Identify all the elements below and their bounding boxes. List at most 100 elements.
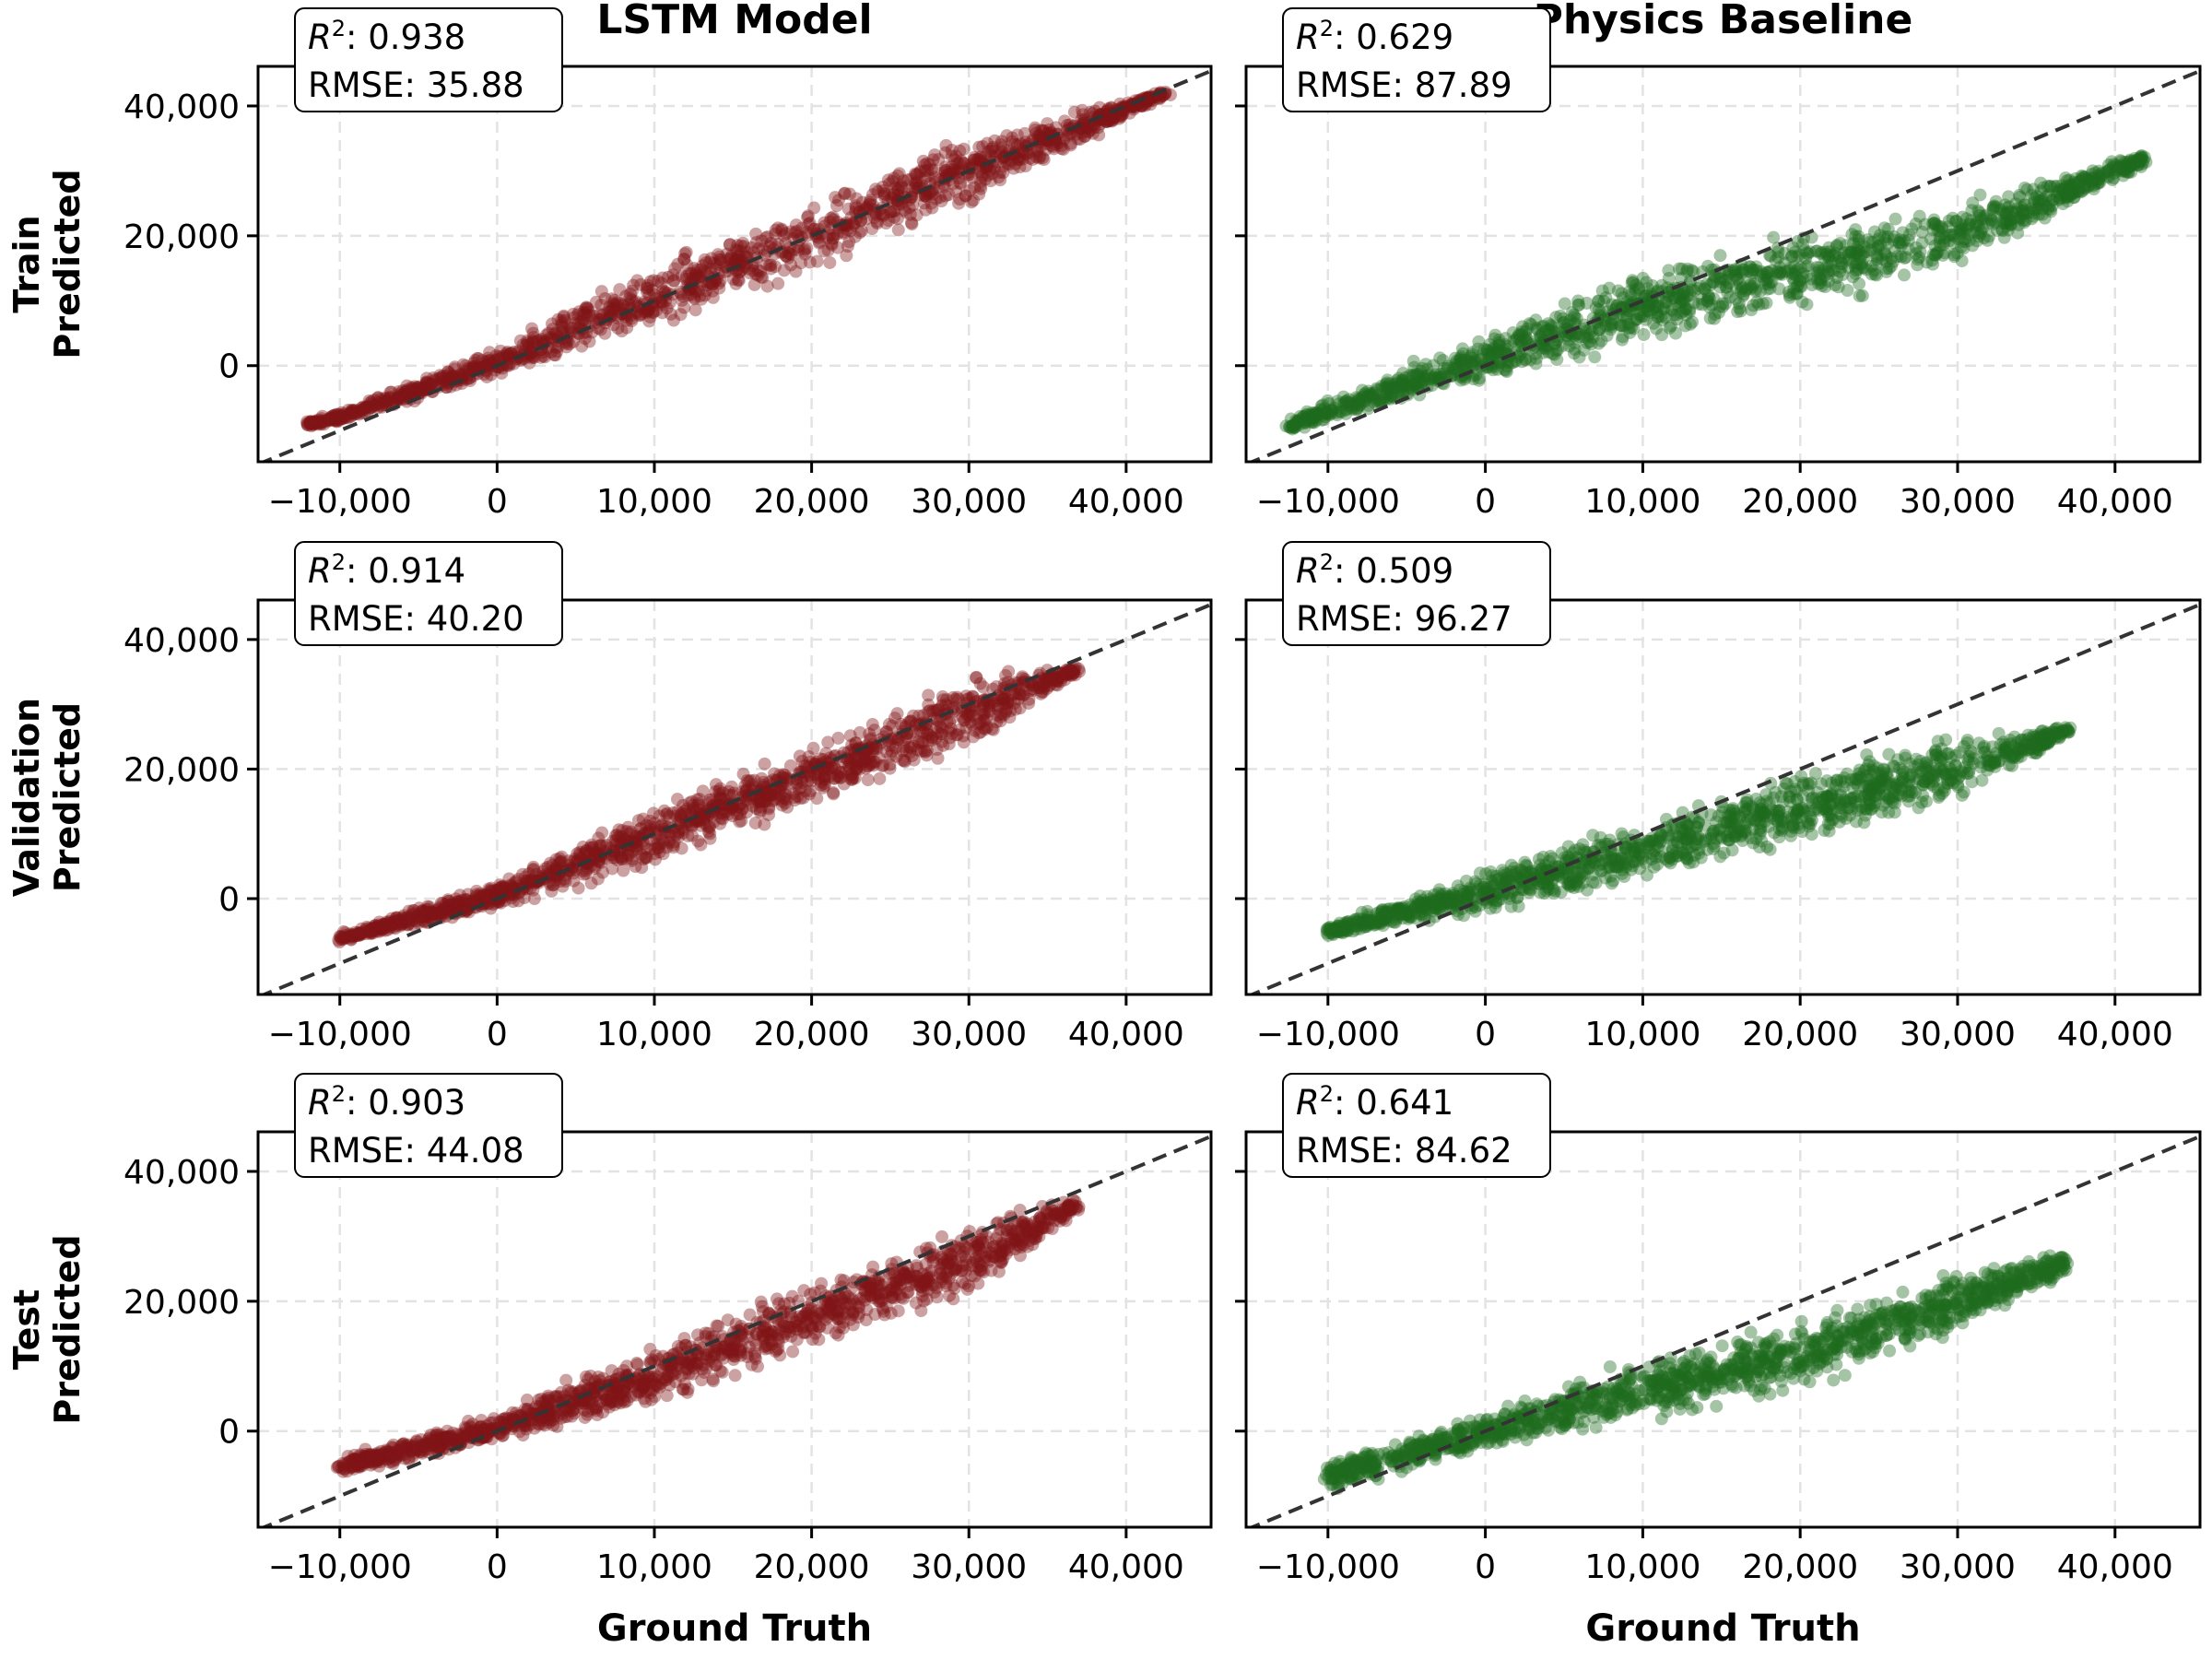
scatter-point [802,760,816,774]
scatter-point [1783,262,1797,276]
scatter-point [653,837,667,851]
scatter-point [1761,277,1775,291]
scatter-point [972,140,986,154]
scatter-point [1976,221,1990,235]
scatter-point [1841,261,1855,275]
scatter-point [1486,347,1500,360]
scatter-point [1063,664,1077,677]
scatter-point [1306,412,1320,426]
scatter-point [1858,250,1872,264]
scatter-point [653,295,666,309]
scatter-point [758,789,771,803]
scatter-point [1707,292,1721,306]
scatter-point [1337,397,1351,411]
scatter-point [810,792,824,806]
scatter-point [2125,155,2139,169]
scatter-point [685,829,699,842]
scatter-point [1604,318,1618,332]
scatter-point [1592,323,1606,336]
scatter-point [420,371,434,385]
scatter-point [867,724,881,737]
scatter-point [371,391,385,405]
scatter-point [677,826,690,840]
scatter-point [2124,159,2137,173]
scatter-point [314,412,328,426]
scatter-point [654,296,668,310]
scatter-point [2118,159,2132,172]
scatter-point [1674,306,1688,320]
scatter-point [2071,184,2085,198]
scatter-point [325,413,339,427]
scatter-point [1320,406,1334,419]
scatter-point [920,190,934,204]
scatter-point [375,920,389,934]
scatter-point [904,216,918,229]
scatter-point [1986,201,2000,215]
scatter-point [1291,416,1305,429]
scatter-point [1622,285,1636,299]
scatter-point [2060,191,2074,205]
scatter-point [606,306,620,320]
scatter-point [798,242,812,256]
scatter-point [523,346,536,359]
scatter-point [724,251,738,265]
scatter-point [886,192,900,206]
scatter-point [1542,324,1556,337]
scatter-point [329,407,343,421]
scatter-point [2130,153,2144,167]
scatter-point [399,389,413,403]
scatter-point [688,272,702,286]
x-tick-label: 20,000 [754,1016,870,1053]
scatter-point [1708,307,1722,321]
scatter-point [640,306,653,320]
scatter-point [982,704,996,718]
scatter-point [844,757,858,771]
scatter-point [827,759,841,773]
scatter-point [764,787,778,801]
scatter-point [2026,209,2040,223]
scatter-point [2053,193,2066,206]
scatter-point [1414,374,1428,388]
scatter-point [1685,264,1699,277]
scatter-point [1411,376,1425,390]
scatter-point [994,135,1008,148]
scatter-point [760,784,774,798]
scatter-point [1395,380,1409,394]
scatter-point [506,895,520,909]
scatter-point [1853,276,1866,290]
scatter-point [2086,164,2100,178]
scatter-point [891,183,905,197]
x-tick-label: 0 [1475,483,1496,521]
scatter-point [848,229,862,243]
scatter-point [1103,113,1117,127]
scatter-point [397,909,411,923]
scatter-point [493,878,507,892]
scatter-point [448,360,462,374]
scatter-point [1849,264,1863,277]
scatter-point [571,308,585,322]
scatter-point [1637,328,1651,342]
scatter-point [875,207,888,221]
scatter-point [1701,288,1715,302]
scatter-point [660,301,674,315]
scatter-point [488,884,501,898]
scatter-point [830,227,844,241]
scatter-point [1655,312,1669,326]
scatter-point [1683,274,1697,288]
scatter-point [894,181,908,194]
scatter-point [1355,391,1369,405]
scatter-point [1655,278,1669,292]
scatter-point [775,222,789,236]
scatter-point [1434,367,1448,381]
scatter-point [1437,367,1451,381]
scatter-point [672,830,686,843]
scatter-point [418,905,431,919]
scatter-point [392,393,406,406]
scatter-point [454,893,468,907]
scatter-point [335,409,348,423]
scatter-point [714,811,728,825]
scatter-point [1051,671,1065,685]
scatter-point [1040,676,1053,689]
scatter-point [1471,342,1485,356]
